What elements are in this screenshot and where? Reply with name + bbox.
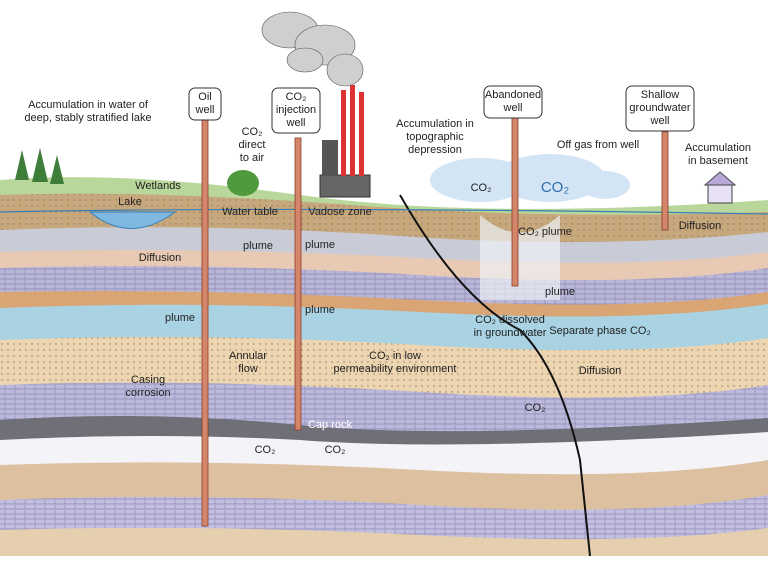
label-text: deep, stably stratified lake — [24, 112, 151, 124]
label-text: CO₂ — [525, 402, 546, 414]
label-text: Diffusion — [679, 220, 722, 232]
geology — [0, 177, 768, 557]
label-text: Lake — [118, 196, 142, 208]
label-text: in groundwater — [474, 327, 547, 339]
label-text: Diffusion — [579, 365, 622, 377]
label-text: well — [503, 102, 523, 114]
label-text: Accumulation in — [396, 118, 474, 130]
label-text: direct — [239, 139, 266, 151]
label-text: plume — [243, 240, 273, 252]
label-text: groundwater — [629, 102, 690, 114]
label-text: Cap rock — [308, 419, 353, 431]
label-box — [483, 85, 543, 119]
label-text: Separate phase CO₂ — [549, 325, 651, 337]
label-text: Shallow — [641, 89, 680, 101]
label-text: CO₂ — [541, 179, 570, 196]
label-text: CO₂ — [255, 444, 276, 456]
label-box — [271, 87, 321, 134]
surface-features — [15, 11, 737, 204]
wells — [201, 111, 669, 527]
label-text: Oil — [198, 91, 211, 103]
label-text: CO₂ plume — [518, 226, 572, 238]
label-text: topographic — [406, 131, 464, 143]
label-text: Off gas from well — [557, 139, 639, 151]
label-text: Wetlands — [135, 180, 181, 192]
label-text: Water table — [222, 206, 278, 218]
label-text: Diffusion — [139, 252, 182, 264]
label-text: Vadose zone — [308, 206, 371, 218]
label-text: well — [286, 117, 306, 129]
label-text: CO₂ — [242, 126, 263, 138]
label-text: plume — [545, 286, 575, 298]
label-text: CO₂ — [286, 91, 307, 103]
label-text: corrosion — [125, 387, 170, 399]
label-text: depression — [408, 144, 462, 156]
label-text: CO₂ — [471, 182, 492, 194]
label-text: plume — [305, 304, 335, 316]
label-text: well — [195, 104, 215, 116]
label-text: Annular — [229, 350, 267, 362]
label-text: Accumulation in water of — [28, 99, 149, 111]
label-text: CO₂ dissolved — [475, 314, 545, 326]
label-text: in basement — [688, 155, 748, 167]
label-text: well — [650, 115, 670, 127]
label-text: plume — [305, 239, 335, 251]
label-text: CO₂ in low — [369, 350, 421, 362]
smokestacks — [341, 85, 364, 176]
label-text: to air — [240, 152, 265, 164]
label-box — [625, 85, 695, 132]
label-text: plume — [165, 312, 195, 324]
label-text: Casing — [131, 374, 165, 386]
label-text: flow — [238, 363, 258, 375]
label-text: Abandoned — [485, 89, 541, 101]
label-text: permeability environment — [334, 363, 457, 375]
label-text: CO₂ — [325, 444, 346, 456]
label-box — [188, 87, 222, 121]
label-text: injection — [276, 104, 316, 116]
label-text: Accumulation — [685, 142, 751, 154]
